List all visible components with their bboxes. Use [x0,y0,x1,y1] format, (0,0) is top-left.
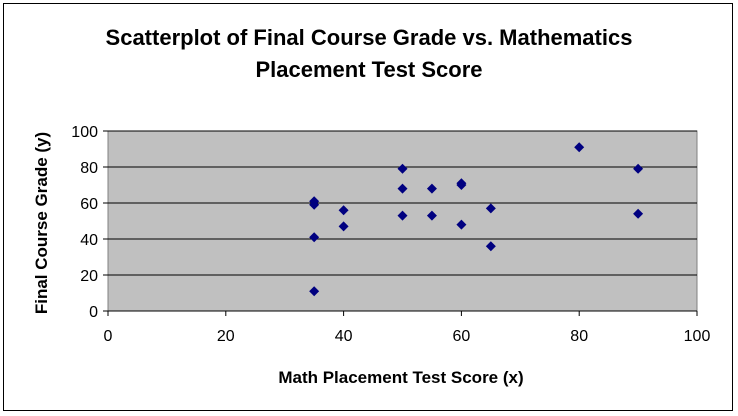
x-tick-label: 20 [217,328,235,345]
y-axis-label: Final Course Grade (y) [32,132,51,314]
x-tick-label: 60 [453,328,471,345]
data-point [309,232,320,243]
y-tick-label: 0 [89,304,98,321]
data-points [309,142,644,297]
data-point [397,183,408,194]
y-tick-label: 60 [80,196,98,213]
data-point [485,241,496,252]
data-point [485,203,496,214]
plot-area [107,130,698,312]
data-point [397,210,408,221]
gridlines [108,130,697,312]
y-tick-label: 80 [80,160,98,177]
x-tick-label: 0 [104,328,113,345]
x-tick-label: 100 [684,328,711,345]
x-tick-label: 40 [335,328,353,345]
data-point [456,219,467,230]
y-tick-label: 20 [80,268,98,285]
x-axis-label: Math Placement Test Score (x) [278,368,523,387]
data-point [633,163,644,174]
chart-title-line-1: Scatterplot of Final Course Grade vs. Ma… [106,25,633,50]
y-axis-ticks: 0 20 40 60 80 100 [71,124,108,321]
data-point [338,205,349,216]
data-point [426,183,437,194]
y-tick-label: 40 [80,232,98,249]
data-point [426,210,437,221]
data-point [338,221,349,232]
x-tick-label: 80 [570,328,588,345]
data-point [309,196,320,207]
y-tick-label: 100 [71,124,98,141]
data-point [456,178,467,189]
chart-title-line-2: Placement Test Score [255,57,482,82]
data-point [309,286,320,297]
data-point [633,208,644,219]
data-point [397,163,408,174]
x-axis-ticks: 0 20 40 60 80 100 [104,311,711,345]
data-point [574,142,585,153]
